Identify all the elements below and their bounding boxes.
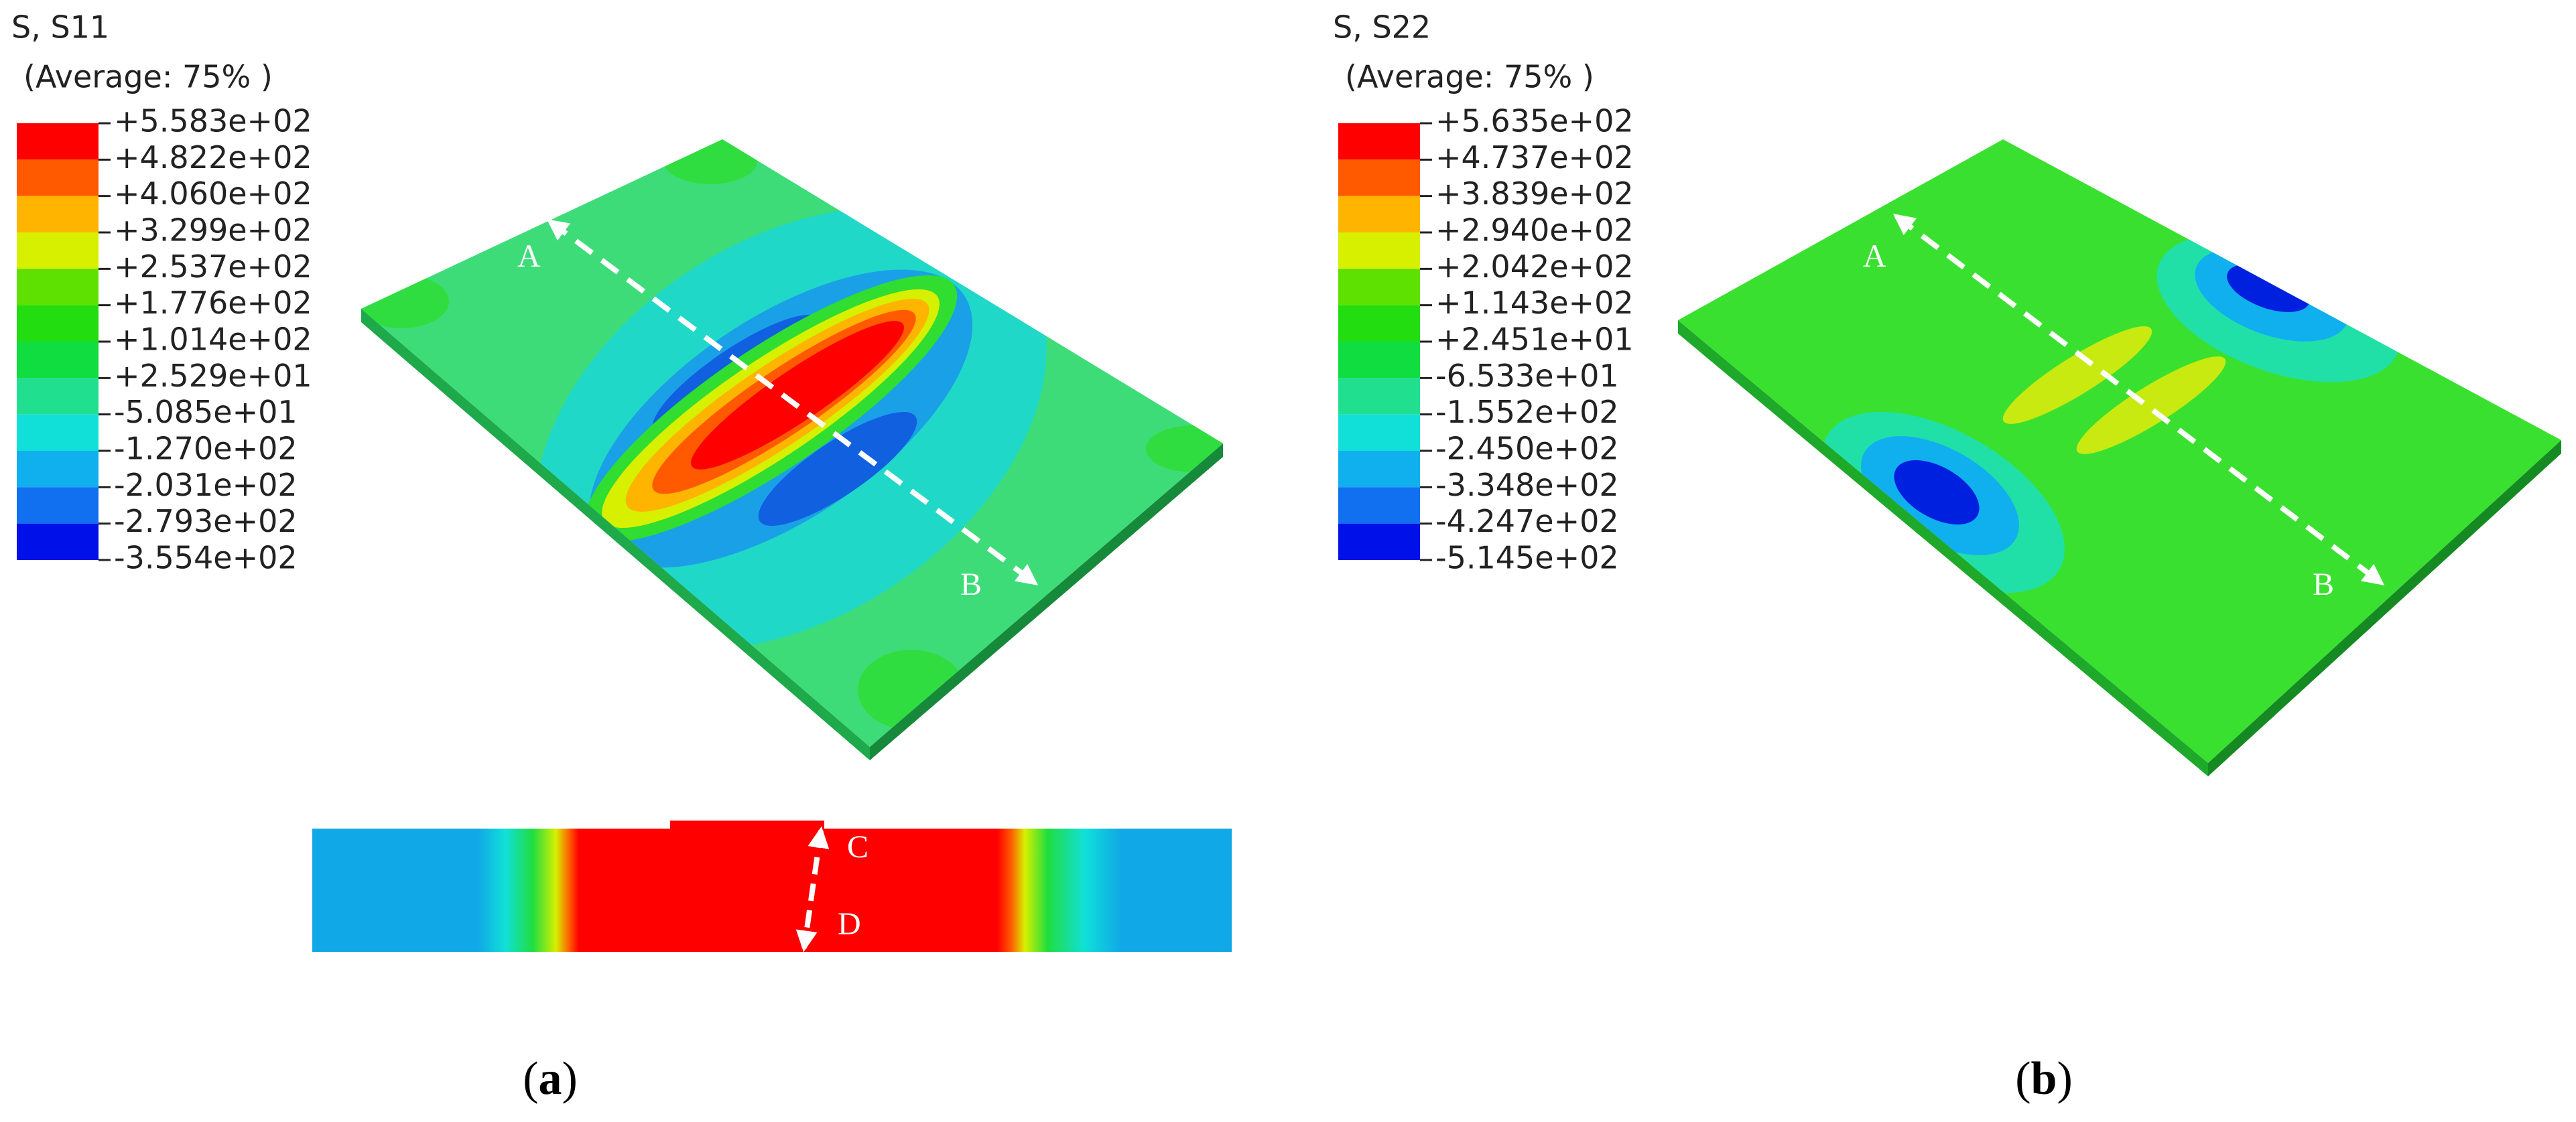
legend-swatch [17, 232, 99, 269]
legend-label: +3.839e+02 [1435, 176, 1634, 212]
legend-label: -5.085e+01 [114, 394, 298, 430]
legend-swatch [17, 269, 99, 305]
legend-swatch [17, 342, 99, 378]
legend-swatch [1338, 523, 1420, 560]
path-label: B [960, 567, 982, 602]
caption: (b) [2015, 1053, 2073, 1105]
legend-swatch [1338, 342, 1420, 378]
legend-swatch [17, 487, 99, 524]
legend-label: -3.554e+02 [114, 540, 298, 576]
section-label: D [838, 906, 861, 942]
legend-subtitle: (Average: 75% ) [23, 59, 273, 95]
legend-label: +1.143e+02 [1435, 285, 1634, 321]
captions: (a) (b) [523, 1053, 2073, 1105]
legend-subtitle: (Average: 75% ) [1345, 59, 1594, 95]
legend-label: -6.533e+01 [1435, 358, 1619, 394]
legend-swatch [1338, 123, 1420, 160]
legends: S, S11 (Average: 75% ) +5.583e+02+4.822e+0… [11, 9, 1634, 576]
caption-part: ) [562, 1053, 578, 1105]
legend-label: +3.299e+02 [114, 212, 312, 249]
plate-a: A B [361, 139, 1223, 760]
legend-label: +2.529e+01 [114, 358, 312, 394]
legend-label: +5.635e+02 [1435, 103, 1634, 139]
legend-swatch [17, 305, 99, 342]
legend-swatch [17, 378, 99, 415]
legend-label: +1.776e+02 [114, 285, 312, 321]
legend-label: +2.451e+01 [1435, 322, 1634, 358]
legend-label: +4.822e+02 [114, 139, 312, 176]
legend-swatch [1338, 378, 1420, 415]
legend-swatch [17, 159, 99, 196]
caption-part: ( [2015, 1053, 2031, 1105]
legend-label: -2.031e+02 [114, 467, 298, 503]
legend-swatch [1338, 232, 1420, 269]
cross-section: C D [312, 821, 1232, 953]
legend: S, S22 (Average: 75% ) +5.635e+02+4.737e+0… [1333, 9, 1634, 576]
legend-swatch [1338, 269, 1420, 305]
legend-swatch [17, 123, 99, 160]
legend-swatch [17, 451, 99, 488]
legend-label: +2.042e+02 [1435, 249, 1634, 285]
plate-b: A B [1678, 139, 2561, 776]
legend-label: +5.583e+02 [114, 103, 312, 139]
caption-part: ) [2057, 1053, 2072, 1105]
path-label: B [2313, 567, 2334, 602]
legend-swatch [1338, 487, 1420, 524]
legend-label: -2.450e+02 [1435, 431, 1619, 467]
legend-swatch [17, 196, 99, 232]
legend-swatch [1338, 196, 1420, 232]
legend-label: -5.145e+02 [1435, 540, 1619, 576]
legend-label: +2.940e+02 [1435, 212, 1634, 249]
legend-label: +1.014e+02 [114, 322, 312, 358]
section-label: C [847, 829, 868, 865]
legend-label: +4.737e+02 [1435, 139, 1634, 176]
path-label: A [1863, 238, 1886, 274]
legend-label: -1.552e+02 [1435, 394, 1619, 430]
legend-swatch [1338, 451, 1420, 488]
legend-swatch [1338, 159, 1420, 196]
legend-label: +2.537e+02 [114, 249, 312, 285]
legend-swatch [1338, 414, 1420, 451]
legend-swatch [17, 414, 99, 451]
legend-swatch [1338, 305, 1420, 342]
path-label: A [517, 238, 541, 274]
caption: (a) [523, 1053, 578, 1105]
legend-label: -4.247e+02 [1435, 503, 1619, 539]
caption-part: ( [523, 1053, 538, 1105]
legend-label: -1.270e+02 [114, 431, 298, 467]
legend-swatch [17, 523, 99, 560]
legend-label: -3.348e+02 [1435, 467, 1619, 503]
caption-part: b [2031, 1053, 2057, 1105]
legend-title: S, S22 [1333, 9, 1431, 46]
legend: S, S11 (Average: 75% ) +5.583e+02+4.822e+0… [11, 9, 312, 576]
legend-title: S, S11 [11, 9, 109, 46]
legend-label: -2.793e+02 [114, 503, 298, 539]
legend-label: +4.060e+02 [114, 176, 312, 212]
caption-part: a [539, 1053, 562, 1105]
